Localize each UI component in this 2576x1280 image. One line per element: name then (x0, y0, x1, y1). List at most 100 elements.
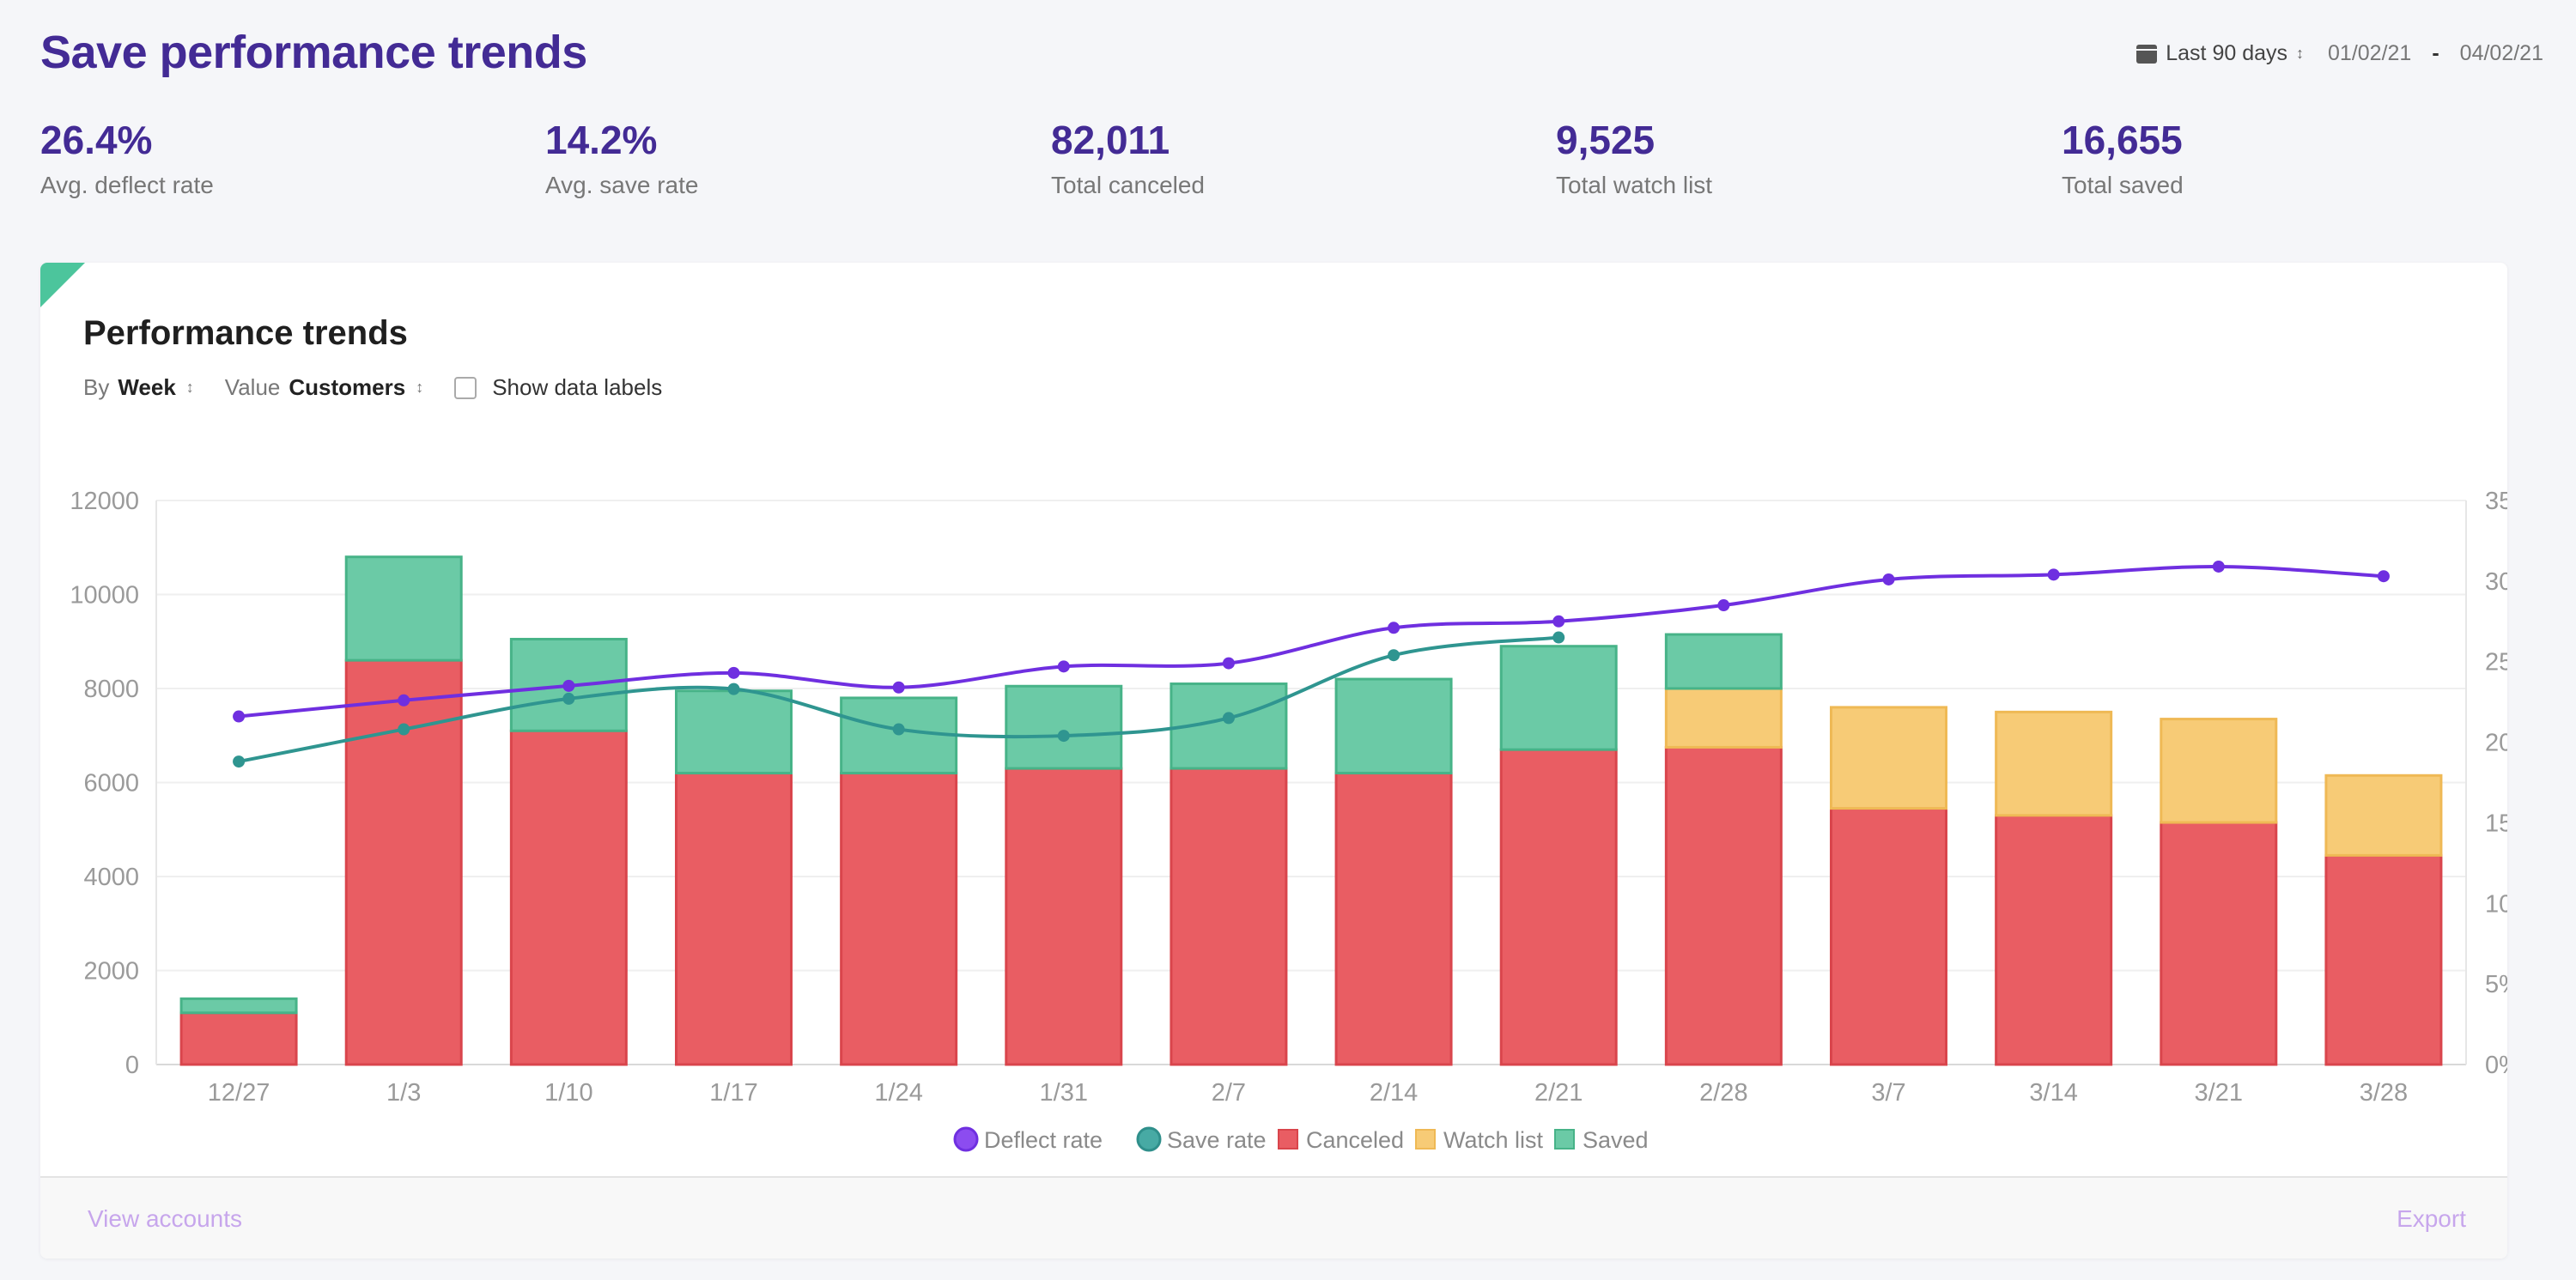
calendar-icon (2136, 44, 2158, 64)
point-deflect-rate (892, 681, 905, 694)
legend-marker-watch-list (1415, 1129, 1436, 1150)
x-tick-label: 1/10 (544, 1079, 592, 1107)
y2-tick-label: 30% (2485, 568, 2507, 596)
kpi-total-saved: 16,655 Total saved (2062, 120, 2184, 199)
y-tick-label: 10000 (70, 582, 139, 610)
legend-marker-save-rate (1136, 1126, 1162, 1152)
value-label: Value (224, 374, 281, 400)
y2-tick-label: 5% (2485, 971, 2507, 998)
bar-canceled (1170, 767, 1288, 1066)
legend-label-saved: Saved (1583, 1127, 1649, 1153)
bar-saved (1334, 677, 1453, 775)
kpi-total-watch-list: 9,525 Total watch list (1556, 120, 1712, 199)
bar-saved (344, 555, 463, 662)
x-tick-label: 3/28 (2360, 1079, 2408, 1107)
legend-marker-canceled (1278, 1129, 1298, 1150)
point-save-rate (892, 723, 905, 736)
chart-controls: By Week ↕ Value Customers ↕ Show data la… (83, 374, 662, 401)
y-tick-label: 8000 (83, 676, 139, 703)
show-data-labels-label[interactable]: Show data labels (492, 374, 663, 400)
bar-canceled (2324, 853, 2443, 1066)
point-deflect-rate (727, 666, 740, 679)
y2-tick-label: 15% (2485, 810, 2507, 837)
point-deflect-rate (1552, 615, 1565, 628)
y-tick-label: 12000 (70, 488, 139, 515)
point-deflect-rate (1388, 622, 1400, 634)
y2-tick-label: 20% (2485, 730, 2507, 757)
date-range-picker[interactable]: Last 90 days ↕ 01/02/21 - 04/02/21 (2136, 41, 2543, 66)
kpi-value: 9,525 (1556, 118, 1656, 162)
legend-marker-deflect-rate (953, 1126, 979, 1152)
date-separator: - (2432, 41, 2439, 65)
y-tick-label: 4000 (83, 864, 139, 891)
x-tick-label: 12/27 (208, 1079, 270, 1107)
kpi-value: 26.4% (40, 118, 153, 162)
date-to[interactable]: 04/02/21 (2459, 41, 2543, 65)
y-tick-label: 0 (125, 1052, 139, 1079)
legend-label-watch-list: Watch list (1443, 1127, 1544, 1153)
chevron-updown-icon[interactable]: ↕ (2296, 45, 2305, 62)
x-tick-label: 3/14 (2029, 1079, 2077, 1107)
chevron-updown-icon[interactable]: ↕ (416, 379, 424, 396)
export-link[interactable]: Export (2397, 1205, 2466, 1232)
bar-watch-list (1995, 710, 2113, 817)
bar-saved (1499, 645, 1618, 751)
show-data-labels-checkbox[interactable] (454, 376, 477, 399)
point-save-rate (1552, 631, 1565, 644)
view-accounts-link[interactable]: View accounts (88, 1205, 243, 1232)
chevron-updown-icon[interactable]: ↕ (185, 379, 194, 396)
bar-canceled (1005, 767, 1123, 1066)
point-deflect-rate (233, 710, 246, 723)
x-tick-label: 3/7 (1871, 1079, 1905, 1107)
range-select[interactable]: Last 90 days (2166, 41, 2288, 65)
bar-canceled (179, 1011, 298, 1066)
kpi-label: Total watch list (1556, 172, 1713, 198)
kpi-value: 14.2% (545, 118, 658, 162)
bar-canceled (2160, 821, 2278, 1066)
x-tick-label: 1/24 (874, 1079, 922, 1107)
bar-canceled (1334, 772, 1453, 1066)
performance-trends-card: Performance trends By Week ↕ Value Custo… (40, 263, 2507, 1259)
bar-canceled (1664, 745, 1783, 1066)
kpi-label: Avg. deflect rate (40, 172, 214, 198)
bar-watch-list (2160, 718, 2278, 824)
point-save-rate (727, 682, 740, 695)
point-save-rate (1222, 712, 1235, 725)
x-tick-label: 1/31 (1040, 1079, 1088, 1107)
x-tick-label: 2/21 (1534, 1079, 1583, 1107)
y2-tick-label: 35% (2485, 488, 2507, 515)
point-deflect-rate (1222, 657, 1235, 670)
legend-label-canceled: Canceled (1306, 1127, 1404, 1153)
line-deflect-rate (238, 564, 2385, 719)
performance-chart: 0 2000 4000 6000 8000 10000 12000 0% 5% 10% 15% 20%… (70, 488, 2507, 1153)
card-footer: View accounts Export (40, 1176, 2507, 1259)
point-deflect-rate (2212, 560, 2225, 573)
x-tick-label: 2/14 (1370, 1079, 1418, 1107)
value-select[interactable]: Customers (289, 374, 406, 400)
point-deflect-rate (1057, 660, 1070, 673)
bar-saved (1664, 633, 1783, 690)
point-save-rate (1057, 730, 1070, 743)
card-title: Performance trends (83, 314, 408, 352)
point-save-rate (1388, 649, 1400, 662)
date-from[interactable]: 01/02/21 (2328, 41, 2412, 65)
bar-canceled (509, 729, 628, 1066)
bar-canceled (1995, 814, 2113, 1066)
by-select[interactable]: Week (118, 374, 176, 400)
point-save-rate (398, 723, 410, 736)
kpi-value: 82,011 (1051, 118, 1170, 162)
kpi-label: Avg. save rate (545, 172, 699, 198)
point-deflect-rate (562, 679, 575, 692)
bar-watch-list (2324, 773, 2443, 857)
kpi-value: 16,655 (2062, 118, 2183, 162)
bar-watch-list (1830, 706, 1947, 810)
y2-tick-label: 10% (2485, 890, 2507, 918)
point-deflect-rate (2047, 568, 2060, 581)
kpi-label: Total canceled (1051, 172, 1206, 198)
bar-saved (840, 696, 958, 775)
bar-saved (179, 997, 298, 1015)
point-save-rate (562, 692, 575, 705)
page-title: Save performance trends (40, 27, 587, 78)
x-tick-label: 1/17 (709, 1079, 757, 1107)
legend-marker-saved (1554, 1129, 1575, 1150)
